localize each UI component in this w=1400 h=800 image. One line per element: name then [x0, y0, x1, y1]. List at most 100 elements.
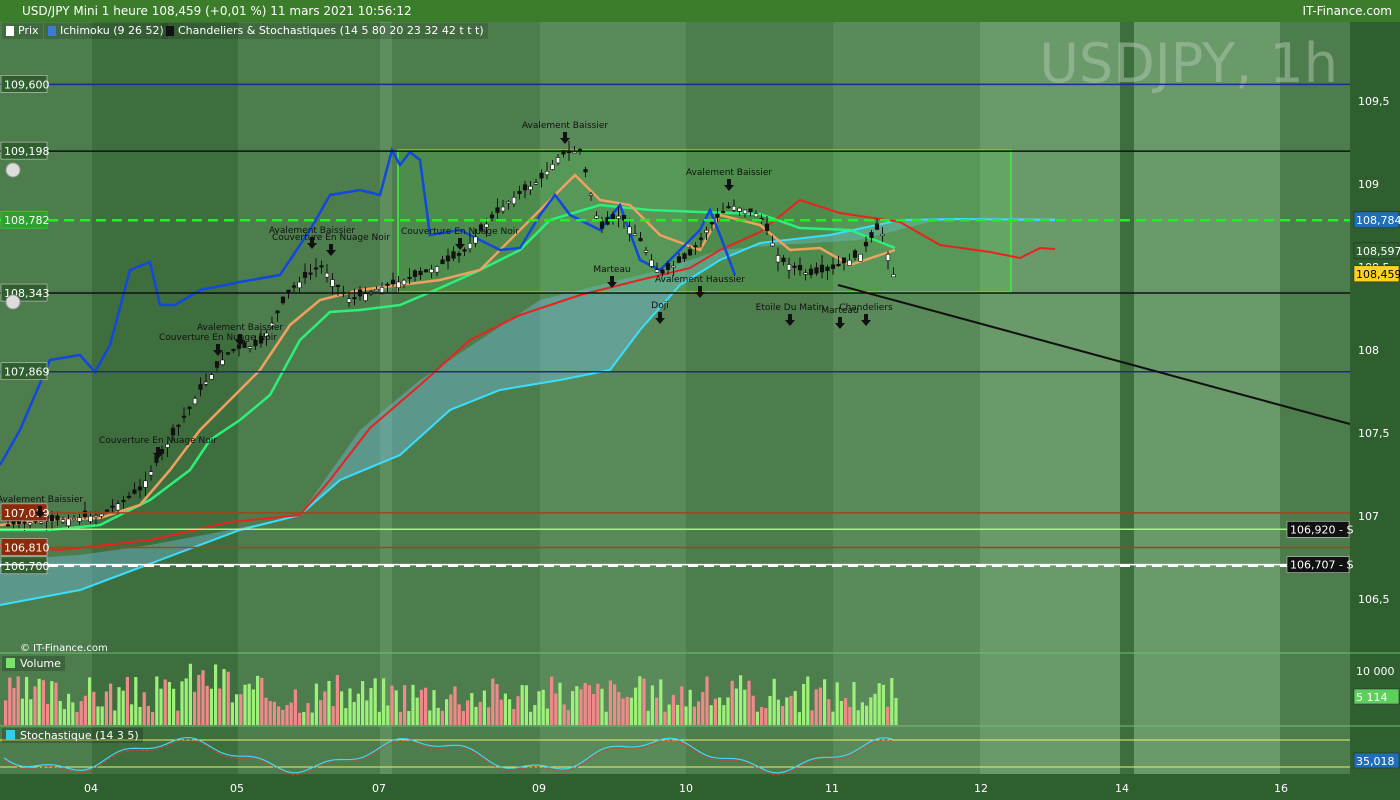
volume-bar — [306, 703, 310, 725]
support-label-bg — [1286, 520, 1350, 538]
candle-body — [891, 274, 896, 278]
volume-bar — [579, 689, 583, 725]
volume-bar — [310, 712, 314, 725]
y-tick-label: 108 — [1358, 344, 1379, 357]
candle-body — [71, 517, 77, 521]
volume-bar — [848, 706, 852, 725]
stoch-panel-label[interactable]: Stochastique (14 3 5) — [2, 728, 143, 743]
pattern-annotation: Couverture En Nuage Noir — [159, 333, 277, 343]
volume-bar — [663, 711, 667, 725]
volume-bar — [214, 664, 218, 725]
candle-body — [93, 515, 99, 518]
candle-body — [632, 233, 638, 236]
candle-body — [115, 503, 121, 511]
volume-bar — [470, 693, 474, 725]
volume-value-bg — [1353, 688, 1400, 705]
candle-body — [687, 249, 693, 256]
volume-bar — [852, 682, 856, 725]
volume-bar — [558, 682, 562, 725]
day-band — [1280, 22, 1350, 774]
volume-bar — [298, 712, 302, 725]
candle-body — [434, 266, 440, 273]
candles — [5, 140, 896, 532]
volume-bar — [474, 706, 478, 725]
candle-body — [60, 519, 66, 523]
volume-bar — [587, 685, 591, 725]
x-tick-label: 05 — [230, 782, 244, 795]
volume-bar — [785, 697, 789, 725]
candle-body — [335, 284, 341, 287]
legend-item-candlesticks[interactable]: Chandeliers & Stochastiques (14 5 80 20 … — [162, 23, 488, 39]
level-label-bg — [0, 75, 48, 93]
candle-body — [280, 296, 286, 304]
candle-body — [720, 211, 726, 214]
candle-body — [11, 520, 16, 525]
alert-bell-icon — [5, 162, 21, 178]
brand-label[interactable]: IT-Finance.com — [1302, 4, 1392, 18]
pattern-arrow-icon — [785, 314, 795, 326]
volume-panel-label[interactable]: Volume — [2, 656, 65, 671]
volume-bar — [293, 689, 297, 725]
volume-bar — [571, 691, 575, 725]
candle-body — [55, 515, 60, 521]
volume-bar — [29, 699, 33, 725]
senkou-a-line — [0, 198, 1056, 552]
volume-bar — [873, 693, 877, 725]
volume-bar — [163, 679, 167, 725]
candle-body — [649, 259, 654, 267]
volume-bar — [113, 710, 117, 725]
volume-bar — [25, 676, 29, 725]
volume-bar — [667, 704, 671, 725]
candle-body — [522, 184, 528, 191]
candle-body — [676, 256, 682, 263]
volume-bar — [96, 706, 100, 725]
volume-bar — [58, 700, 62, 725]
volume-bar — [125, 676, 129, 725]
volume-bar — [621, 698, 625, 725]
volume-bar — [453, 686, 457, 725]
volume-bar — [844, 698, 848, 725]
volume-bar — [890, 677, 894, 725]
volume-bar — [424, 687, 428, 725]
candle-body — [583, 169, 588, 173]
candle-body — [654, 269, 660, 273]
level-label-bg — [0, 210, 48, 229]
volume-bar — [499, 699, 503, 725]
volume-bar — [201, 670, 205, 725]
pattern-arrow-icon — [35, 506, 45, 518]
candle-body — [132, 489, 137, 494]
candle-body — [225, 352, 231, 355]
volume-bar — [428, 710, 432, 725]
legend-item-price[interactable]: Prix — [2, 23, 43, 39]
candle-body — [709, 222, 715, 225]
volume-bar — [176, 710, 180, 725]
volume-bar — [369, 687, 373, 725]
volume-bar — [109, 683, 113, 725]
volume-bar — [562, 704, 566, 725]
volume-bar — [415, 697, 419, 725]
candle-body — [440, 259, 445, 265]
x-tick-label: 16 — [1274, 782, 1288, 795]
volume-bar — [138, 706, 142, 725]
volume-tick: 10 000 — [1356, 665, 1395, 678]
volume-bar — [856, 710, 860, 725]
volume-bar — [394, 690, 398, 725]
candle-body — [291, 285, 297, 288]
volume-bar — [671, 694, 675, 725]
volume-bar — [33, 686, 37, 725]
volume-bar — [625, 696, 629, 725]
volume-bar — [344, 708, 348, 725]
legend-item-ichimoku[interactable]: Ichimoku (9 26 52) — [44, 23, 168, 39]
candle-body — [396, 281, 401, 288]
candle-body — [731, 206, 737, 211]
volume-bar — [466, 700, 470, 725]
pattern-annotation: Avalement Haussier — [655, 275, 745, 285]
candle-body — [148, 471, 154, 476]
candle-body — [159, 449, 165, 454]
candle-body — [825, 266, 830, 271]
candle-body — [165, 443, 170, 448]
volume-bar — [646, 710, 650, 725]
volume-bar — [529, 711, 533, 725]
candle-body — [77, 517, 82, 522]
